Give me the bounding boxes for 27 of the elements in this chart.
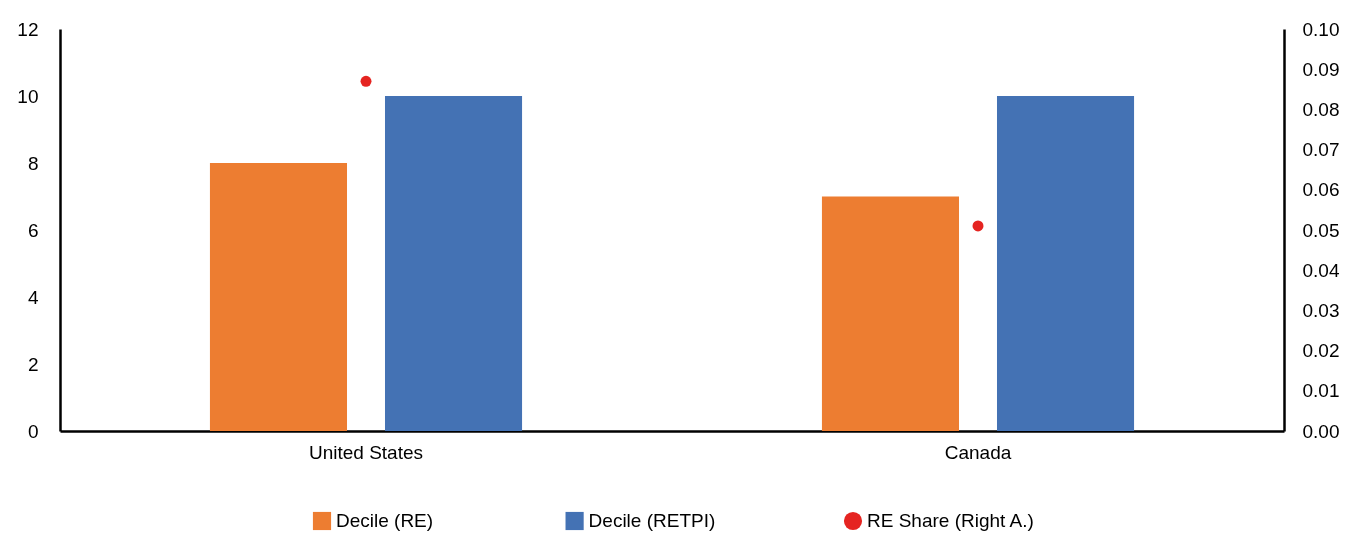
y-tick-label: 6: [27, 219, 39, 241]
y-tick-label: 10: [17, 85, 39, 107]
y-tick-label: 2: [27, 353, 39, 375]
legend-label: Decile (RETPI): [588, 510, 716, 531]
bar: [384, 96, 523, 431]
bar: [996, 96, 1135, 431]
y2-tick-label: 0.09: [1302, 58, 1340, 80]
y2-tick-label: 0.02: [1302, 340, 1340, 362]
x-tick-label: United States: [308, 441, 424, 463]
y2-tick-label: 0.05: [1302, 219, 1340, 241]
y2-tick-label: 0.08: [1302, 98, 1340, 120]
y2-tick-label: 0.07: [1302, 139, 1340, 161]
y2-tick-label: 0.00: [1302, 420, 1340, 442]
y-tick-label: 12: [17, 18, 39, 40]
y-tick-label: 8: [27, 152, 39, 174]
x-tick-label: Canada: [944, 441, 1012, 463]
bar: [209, 163, 348, 431]
y-tick-label: 0: [27, 420, 39, 442]
bar: [821, 196, 960, 431]
y2-tick-label: 0.04: [1302, 259, 1340, 281]
y2-tick-label: 0.03: [1302, 299, 1340, 321]
y2-tick-label: 0.01: [1302, 380, 1340, 402]
y2-tick-label: 0.10: [1302, 18, 1340, 40]
y-tick-label: 4: [27, 286, 39, 308]
legend-label: Decile (RE): [336, 510, 434, 531]
y2-tick-label: 0.06: [1302, 179, 1340, 201]
legend-label: RE Share (Right A.): [867, 510, 1034, 531]
